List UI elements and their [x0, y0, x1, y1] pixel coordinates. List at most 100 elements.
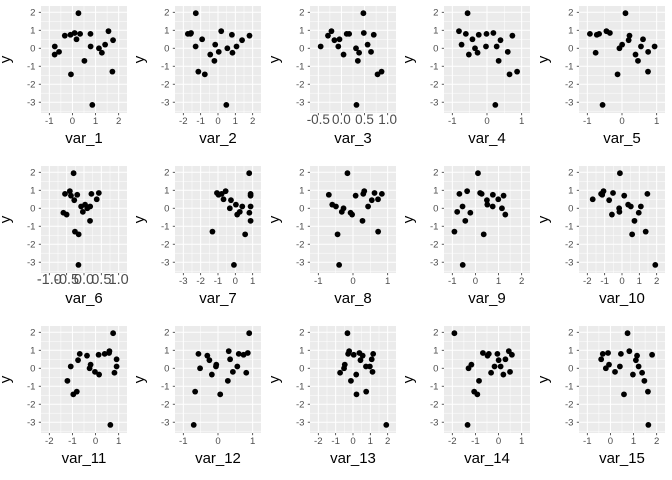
svg-text:-2: -2 — [430, 399, 439, 410]
svg-text:-1: -1 — [448, 116, 457, 127]
svg-text:0: 0 — [568, 363, 573, 374]
svg-text:1: 1 — [519, 436, 524, 447]
svg-text:-3: -3 — [27, 97, 36, 108]
svg-text:2: 2 — [30, 327, 35, 338]
svg-text:2: 2 — [165, 167, 170, 178]
svg-text:y: y — [403, 55, 417, 63]
svg-text:-3: -3 — [179, 276, 188, 287]
svg-text:1: 1 — [165, 185, 170, 196]
svg-text:1: 1 — [367, 436, 372, 447]
svg-text:2: 2 — [385, 436, 390, 447]
svg-text:0: 0 — [233, 276, 238, 287]
svg-text:-1: -1 — [565, 61, 574, 72]
svg-text:-3: -3 — [161, 417, 170, 428]
svg-text:2: 2 — [654, 276, 659, 287]
svg-text:0: 0 — [607, 436, 612, 447]
svg-text:-2: -2 — [583, 276, 592, 287]
svg-text:1: 1 — [433, 25, 438, 36]
svg-text:1: 1 — [116, 436, 121, 447]
svg-text:0: 0 — [30, 363, 35, 374]
svg-text:-3: -3 — [296, 257, 305, 268]
svg-text:var_8: var_8 — [334, 290, 371, 307]
svg-text:0.0: 0.0 — [332, 112, 351, 127]
svg-text:y: y — [0, 375, 14, 383]
svg-text:-2: -2 — [430, 239, 439, 250]
svg-text:1: 1 — [165, 345, 170, 356]
svg-text:-3: -3 — [161, 257, 170, 268]
svg-text:0.5: 0.5 — [355, 112, 374, 127]
svg-text:-2: -2 — [296, 239, 305, 250]
svg-text:var_3: var_3 — [334, 130, 371, 147]
svg-text:1: 1 — [519, 116, 524, 127]
svg-text:0: 0 — [619, 276, 624, 287]
svg-text:-1: -1 — [565, 221, 574, 232]
svg-text:1.0: 1.0 — [109, 272, 129, 288]
svg-text:var_9: var_9 — [468, 290, 505, 307]
svg-text:-2: -2 — [314, 436, 323, 447]
svg-text:2: 2 — [30, 167, 35, 178]
svg-text:y: y — [134, 375, 148, 383]
svg-text:y: y — [403, 215, 417, 223]
svg-text:2: 2 — [433, 167, 438, 178]
svg-text:2: 2 — [299, 167, 304, 178]
svg-text:1: 1 — [568, 345, 573, 356]
svg-text:2: 2 — [299, 327, 304, 338]
svg-text:-3: -3 — [27, 417, 36, 428]
svg-text:-2: -2 — [448, 436, 457, 447]
svg-text:0: 0 — [165, 203, 170, 214]
svg-text:1: 1 — [654, 116, 659, 127]
svg-text:-0.5: -0.5 — [306, 112, 329, 127]
svg-text:1: 1 — [568, 185, 573, 196]
svg-text:-1: -1 — [448, 276, 457, 287]
svg-text:0: 0 — [619, 116, 624, 127]
svg-text:y: y — [403, 375, 417, 383]
svg-text:y: y — [269, 215, 283, 223]
svg-text:2: 2 — [433, 7, 438, 18]
svg-text:-2: -2 — [161, 239, 170, 250]
svg-text:2: 2 — [519, 276, 524, 287]
svg-text:0: 0 — [30, 203, 35, 214]
svg-text:var_10: var_10 — [599, 290, 645, 307]
svg-text:var_2: var_2 — [200, 130, 237, 147]
svg-text:0: 0 — [299, 363, 304, 374]
svg-text:2: 2 — [654, 436, 659, 447]
svg-text:-1: -1 — [430, 381, 439, 392]
svg-text:2: 2 — [568, 7, 573, 18]
svg-text:1: 1 — [636, 276, 641, 287]
svg-text:-1: -1 — [68, 436, 77, 447]
svg-text:var_13: var_13 — [330, 450, 376, 467]
svg-text:0: 0 — [568, 203, 573, 214]
svg-text:-1: -1 — [197, 116, 206, 127]
svg-text:0: 0 — [165, 43, 170, 54]
svg-text:-2: -2 — [296, 79, 305, 90]
svg-text:-2: -2 — [179, 116, 188, 127]
svg-text:y: y — [0, 215, 14, 223]
svg-text:-1: -1 — [45, 116, 54, 127]
svg-text:-1: -1 — [296, 61, 305, 72]
svg-text:var_7: var_7 — [200, 290, 237, 307]
svg-text:1: 1 — [433, 345, 438, 356]
svg-text:0: 0 — [165, 363, 170, 374]
svg-text:-1: -1 — [296, 381, 305, 392]
svg-text:-2: -2 — [565, 239, 574, 250]
svg-text:1: 1 — [385, 276, 390, 287]
svg-text:2: 2 — [116, 116, 121, 127]
svg-text:1.0: 1.0 — [378, 112, 397, 127]
svg-text:-3: -3 — [27, 257, 36, 268]
svg-text:y: y — [134, 215, 148, 223]
svg-text:0: 0 — [216, 436, 221, 447]
svg-text:0: 0 — [70, 116, 75, 127]
svg-text:0: 0 — [299, 43, 304, 54]
svg-text:1: 1 — [165, 25, 170, 36]
svg-text:var_15: var_15 — [599, 450, 645, 467]
svg-text:-2: -2 — [296, 399, 305, 410]
svg-text:-3: -3 — [565, 97, 574, 108]
svg-text:-2: -2 — [565, 79, 574, 90]
svg-text:-1: -1 — [161, 381, 170, 392]
svg-text:var_1: var_1 — [65, 130, 102, 147]
svg-text:1: 1 — [299, 25, 304, 36]
svg-text:-1: -1 — [314, 276, 323, 287]
svg-text:var_5: var_5 — [603, 130, 640, 147]
svg-text:2: 2 — [165, 327, 170, 338]
svg-text:0: 0 — [473, 276, 478, 287]
